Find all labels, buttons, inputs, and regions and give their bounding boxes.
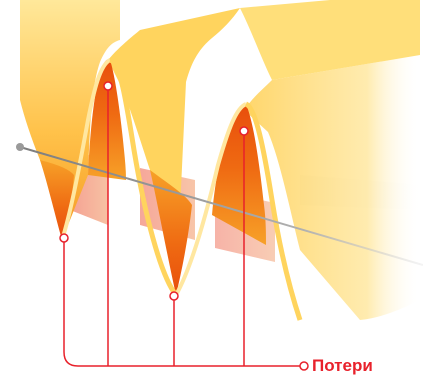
callout-marker-3 xyxy=(170,292,178,300)
callout-end-marker xyxy=(300,362,308,370)
fold-trough-1 xyxy=(40,160,74,240)
axis-origin-dot xyxy=(16,143,24,151)
callout-marker-2 xyxy=(104,82,112,90)
callout-marker-1 xyxy=(60,234,68,242)
losses-label: Потери xyxy=(312,356,373,376)
callout-marker-4 xyxy=(240,127,248,135)
